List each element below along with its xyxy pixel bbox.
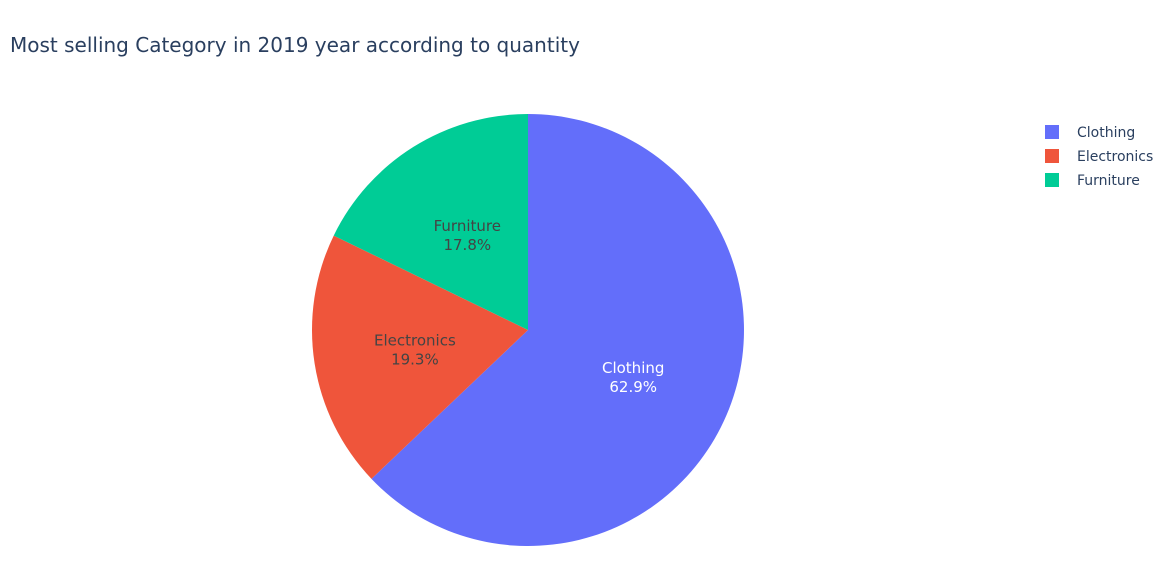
legend-swatch-furniture: [1045, 173, 1059, 187]
legend-label-electronics: Electronics: [1077, 149, 1153, 165]
legend-label-furniture: Furniture: [1077, 173, 1140, 189]
pie-slice-electronics[interactable]: [311, 235, 528, 479]
legend-swatch-electronics: [1045, 149, 1059, 163]
legend-item-clothing[interactable]: Clothing: [1045, 125, 1135, 141]
legend: Clothing Electronics Furniture: [1045, 125, 1153, 189]
pie-slice-label-furniture: Furniture 17.8%: [434, 217, 501, 254]
pie-slice-clothing[interactable]: [371, 114, 744, 547]
pie-slice-category-text: Furniture: [434, 217, 501, 235]
pie-slices: [311, 114, 744, 547]
pie-slice-label-clothing: Clothing 62.9%: [602, 359, 664, 396]
legend-item-furniture[interactable]: Furniture: [1045, 173, 1140, 189]
pie-slice-category-text: Electronics: [374, 332, 456, 350]
pie-slice-category-text: Clothing: [602, 359, 664, 377]
chart-title: Most selling Category in 2019 year accor…: [10, 33, 580, 57]
pie-slice-furniture[interactable]: [333, 114, 528, 330]
pie-slice-percent-text: 62.9%: [609, 378, 657, 396]
pie-slice-percent-text: 19.3%: [391, 351, 439, 369]
legend-label-clothing: Clothing: [1077, 125, 1135, 141]
pie-slice-label-electronics: Electronics 19.3%: [374, 332, 456, 369]
pie-slice-percent-text: 17.8%: [443, 236, 491, 254]
pie-slice-labels: Clothing 62.9% Electronics 19.3% Furniture 17…: [374, 217, 664, 396]
legend-item-electronics[interactable]: Electronics: [1045, 149, 1153, 165]
legend-swatch-clothing: [1045, 125, 1059, 139]
